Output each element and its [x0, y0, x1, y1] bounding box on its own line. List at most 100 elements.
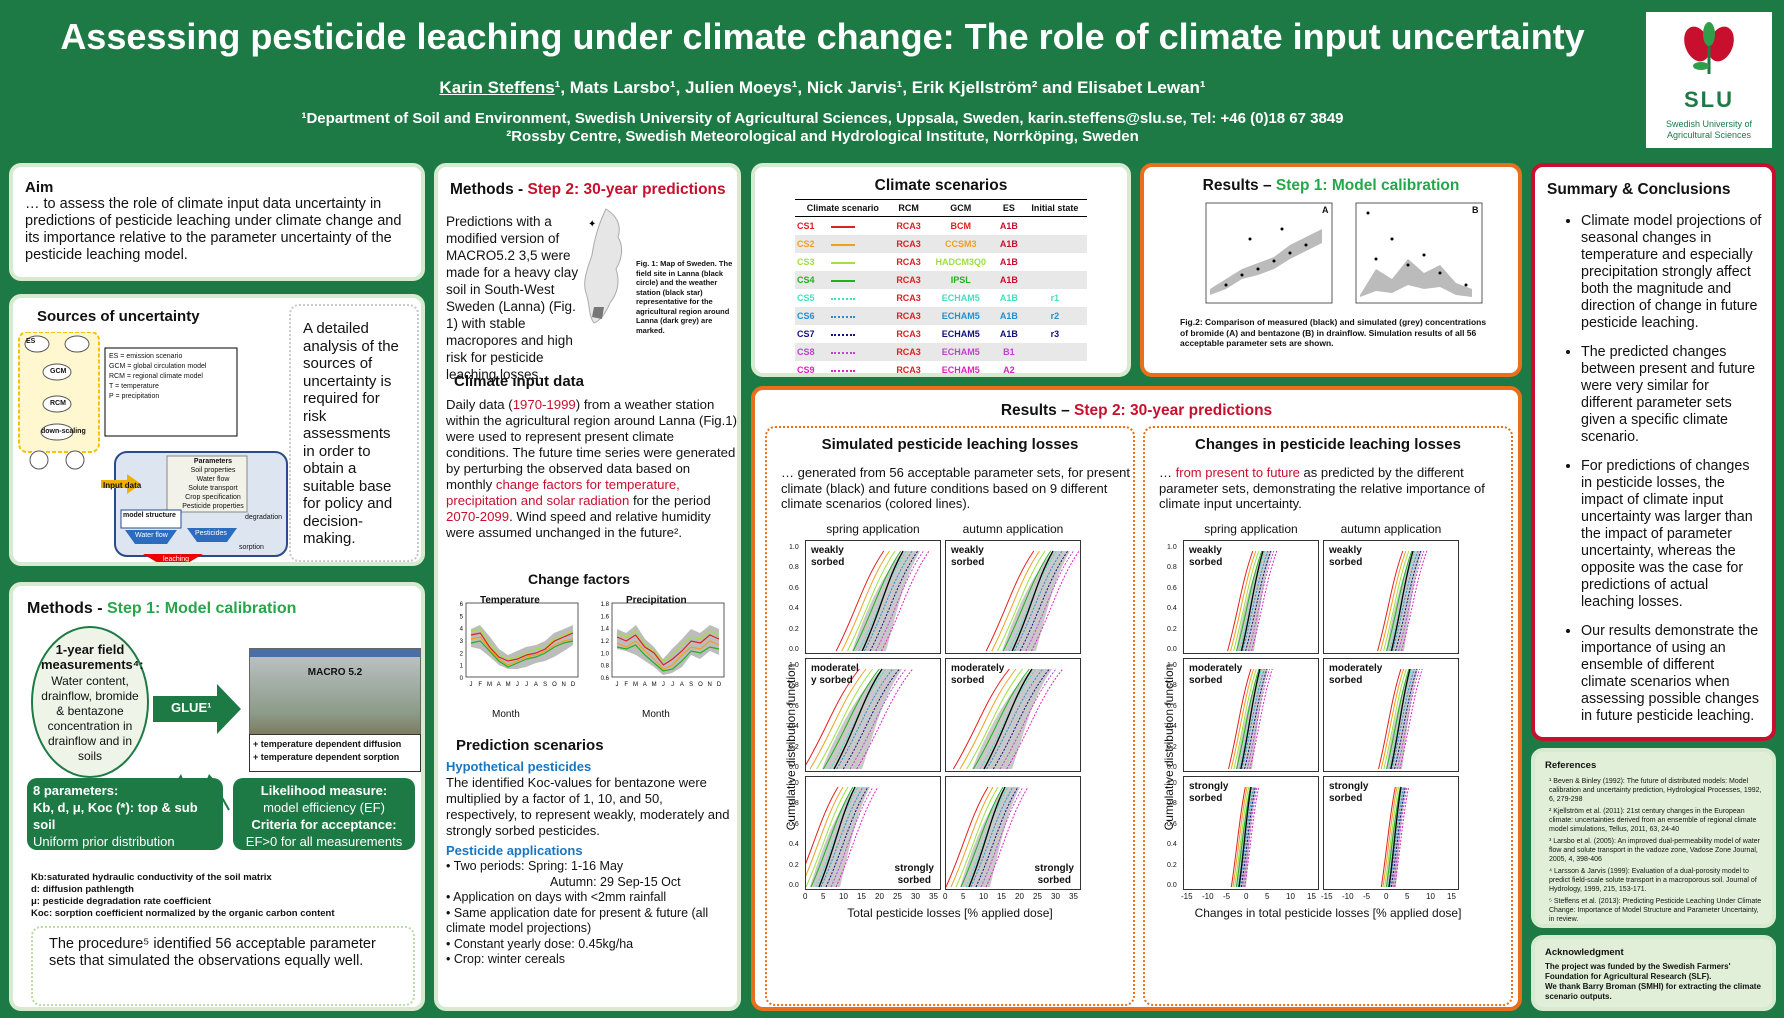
y-tick-label: 1.8 [601, 602, 610, 608]
table-cell: BCM [950, 221, 972, 231]
y-tick-label: 0.2 [1167, 625, 1177, 633]
cdf-panel: moderatel y sorbed [802, 658, 941, 772]
table-row: CS3 RCA3 HADCM3Q0 A1B [795, 253, 1087, 271]
cdf-plot [985, 550, 1080, 652]
x-tick-label: F [478, 682, 482, 688]
scenario-cdf-line [1230, 668, 1255, 770]
table-cell: HADCM3Q0 [935, 257, 987, 267]
y-tick-label: 0.0 [789, 764, 799, 771]
methods1-title: Methods - Step 1: Model calibration [27, 600, 297, 617]
scenario-line-icon [830, 243, 855, 246]
fig2-caption: Fig.2: Comparison of measured (black) an… [1180, 317, 1487, 348]
scenario-cdf-line [842, 668, 900, 770]
climate-scenarios-panel: Climate scenarios Climate scenario RCM GCM… [751, 163, 1131, 377]
pesticides-label: Pesticides [195, 530, 227, 537]
scenario-series-line [616, 644, 720, 672]
scenario-cdf-line [1239, 786, 1255, 888]
x-tick-label: 0 [1244, 892, 1249, 901]
x-tick-label: 20 [875, 892, 884, 901]
bentazone-chart [1355, 202, 1483, 304]
results-step2-panel: Results – Step 2: 30-year predictions Si… [751, 386, 1522, 1011]
changes-losses-title: Changes in pesticide leaching losses [1195, 436, 1461, 453]
scenario-line-icon [830, 297, 855, 300]
scenario-cdf-line [800, 786, 844, 888]
scenario-line-icon [830, 261, 855, 264]
reference-item: ¹ Beven & Binley (1992): The future of d… [1549, 778, 1762, 803]
scenario-label: CS1 [797, 221, 815, 231]
table-cell: ECHAM5 [926, 343, 996, 361]
x-tick-label: -10 [1202, 892, 1214, 901]
scenario-cdf-line [1388, 668, 1413, 770]
sources-panel: Sources of uncertainty ES GCM RCM down-s… [9, 294, 425, 566]
x-tick-label: D [571, 682, 576, 688]
y-tick-label: 5 [460, 614, 464, 620]
scenario-line-icon [830, 333, 855, 336]
methods2-intro: Predictions with a modified version of M… [446, 214, 579, 382]
present-cdf-line [1011, 550, 1054, 652]
scenario-cdf-line [829, 668, 887, 770]
slu-flower-icon [1684, 22, 1734, 74]
scenario-cdf-line [1008, 550, 1057, 652]
y-tick-label: 1.0 [789, 780, 799, 787]
y-tick-label: 1.0 [789, 544, 799, 551]
scenario-cdf-line [1227, 550, 1254, 652]
cdf-plot [1378, 668, 1423, 770]
x-tick-label: 0 [803, 892, 808, 901]
present-cdf-line [1240, 550, 1264, 652]
sorption-class-label: weakly sorbed [951, 545, 985, 568]
scenario-cdf-line [950, 786, 994, 888]
table-row: CS9 RCA3 ECHAM5 A2 [795, 361, 1087, 373]
table-row: CS4 RCA3 IPSL A1B [795, 271, 1087, 289]
scenario-cdf-line [1392, 786, 1408, 888]
scenario-cdf-line [1399, 668, 1423, 770]
y-tick-label: 0.8 [1167, 564, 1177, 572]
scenario-cdf-line [980, 786, 1024, 888]
sorption-class-label: strongly sorbed [1329, 781, 1369, 804]
scenario-cdf-line [991, 550, 1040, 652]
other-authors: ¹, Mats Larsbo¹, Julien Moeys¹, Nick Jar… [554, 78, 1206, 97]
prec-chart-title: Precipitation [626, 595, 687, 606]
y-tick-label: 0.0 [789, 646, 799, 653]
scenario-cdf-line [955, 786, 999, 888]
x-tick-label: M [506, 682, 511, 688]
table-cell: IPSL [926, 271, 996, 289]
es-node: ES [26, 338, 36, 345]
logo-text: SLU [1684, 87, 1734, 112]
scenario-series-line [470, 632, 574, 662]
scenario-cdf-line [945, 786, 989, 888]
reference-item: ⁵ Steffens et al. (2013): Predicting Pes… [1549, 898, 1762, 923]
scenario-cdf-line [835, 550, 885, 652]
x-tick-label: S [689, 682, 693, 688]
scenario-cdf-line [1244, 786, 1260, 888]
fig1-caption: Fig. 1: Map of Sweden. The field site in… [636, 259, 733, 335]
scenario-cdf-line [1230, 550, 1257, 652]
first-author: Karin Steffens [439, 78, 555, 97]
x-tick-label: A [534, 682, 538, 688]
present-cdf-line [1388, 786, 1402, 888]
cdf-plot [1227, 550, 1278, 652]
scenario-cdf-line [966, 668, 1024, 770]
likelihood-box: Likelihood measure: model efficiency (EF)… [233, 778, 415, 850]
scenario-line-icon [830, 369, 855, 372]
x-tick-label: J [616, 682, 619, 688]
cdf-plot [1380, 786, 1410, 888]
chart-b-label: B [1472, 205, 1479, 215]
scenario-cdf-line [816, 668, 874, 770]
scenario-cdf-line [979, 668, 1037, 770]
y-tick-label: 0.0 [1167, 882, 1177, 889]
climate-scenarios-title: Climate scenarios [874, 177, 1008, 194]
app-item: Autumn: 29 Sep-15 Oct [550, 874, 681, 889]
scenario-cdf-line [1025, 550, 1074, 652]
x-tick-label: 30 [911, 892, 920, 901]
present-cdf-line [833, 668, 883, 770]
references-panel: References ¹ Beven & Binley (1992): The … [1531, 748, 1776, 928]
scenario-series-line [470, 636, 574, 666]
scenario-cdf-line [1228, 668, 1252, 770]
scenario-cdf-line [1235, 786, 1251, 888]
present-cdf-line [818, 786, 856, 888]
scenario-cdf-line [1244, 668, 1268, 770]
leaching-label: leaching [163, 556, 190, 563]
scenario-cdf-line [970, 786, 1014, 888]
y-tick-label: 0.6 [601, 676, 610, 682]
